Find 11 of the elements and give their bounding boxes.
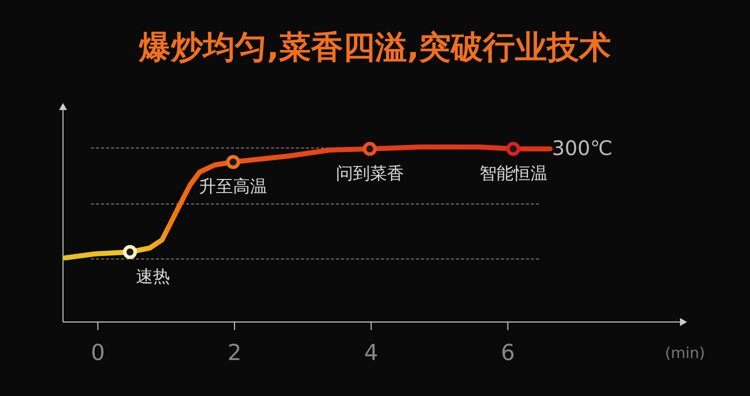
ref-line-label: 300℃ — [552, 136, 613, 160]
annotation: 智能恒温 — [479, 164, 548, 184]
x-tick-label: 4 — [364, 341, 378, 366]
chart-title: 爆炒均匀,菜香四溢,突破行业技术 — [138, 28, 612, 66]
annotation: 升至高温 — [199, 177, 268, 198]
x-tick-label: 2 — [228, 341, 242, 366]
annotation: 问到菜香 — [336, 164, 404, 184]
x-tick-label: 0 — [90, 341, 105, 366]
x-tick-label: 6 — [500, 341, 515, 366]
x-axis-title: (min) — [665, 344, 705, 362]
annotation: 速热 — [136, 267, 170, 287]
